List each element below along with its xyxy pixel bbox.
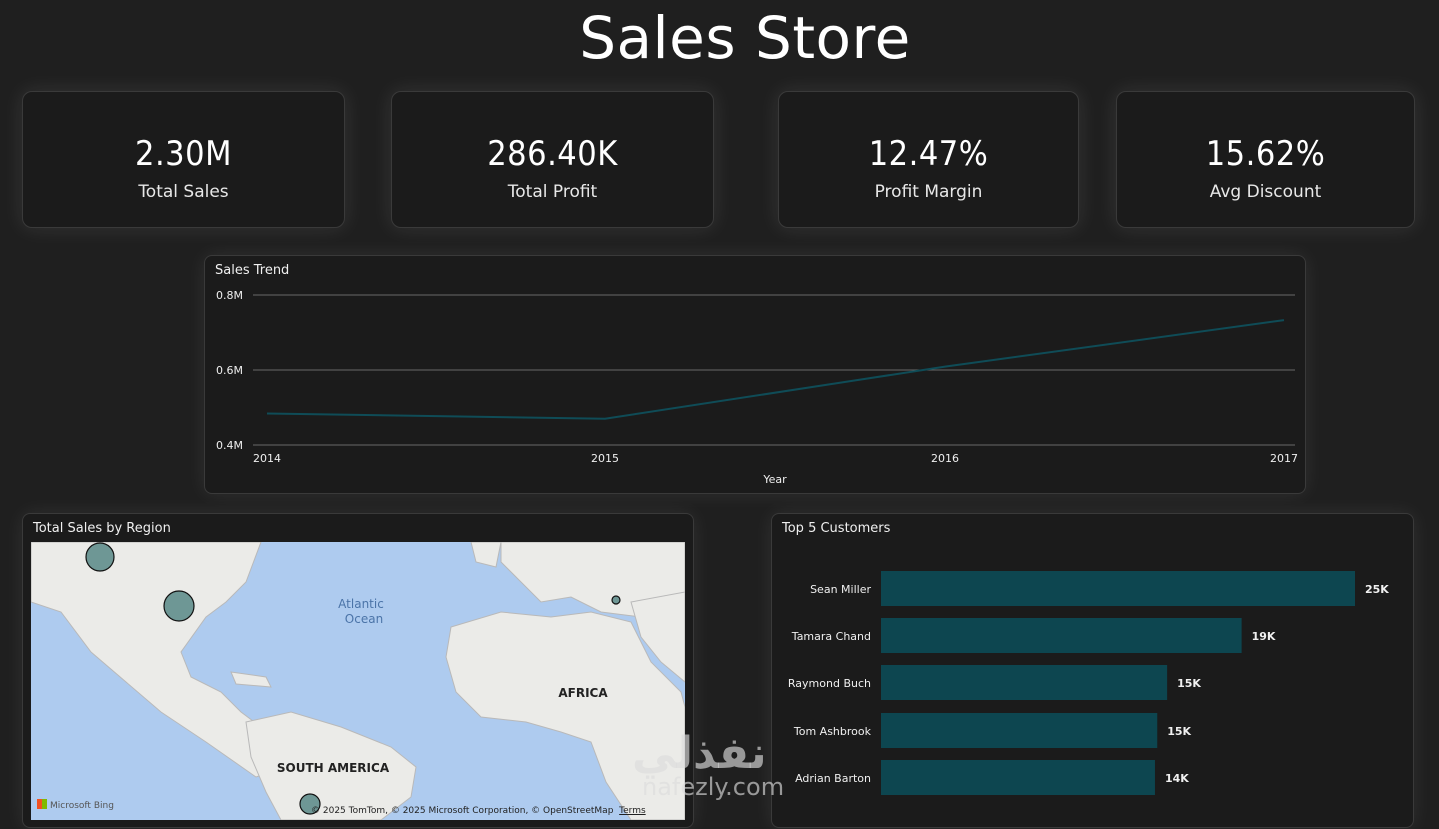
bar-category-label: Raymond Buch xyxy=(788,677,871,690)
sales-trend-title: Sales Trend xyxy=(215,263,290,278)
bar-data-label: 14K xyxy=(1165,772,1189,785)
map-attribution: © 2025 TomTom, © 2025 Microsoft Corporat… xyxy=(311,806,646,816)
x-tick-label: 2015 xyxy=(591,452,619,465)
top-customers-title: Top 5 Customers xyxy=(782,521,891,536)
bar-data-label: 15K xyxy=(1167,725,1191,738)
y-tick-label: 0.4M xyxy=(216,439,243,452)
customer-bar[interactable] xyxy=(881,760,1155,795)
map-label-south-america: SOUTH AMERICA xyxy=(277,761,390,775)
kpi-card-total-sales[interactable]: 2.30M Total Sales xyxy=(22,91,345,228)
map-terms-link[interactable]: Terms xyxy=(619,806,646,816)
watermark: نفذلي nafezly.com xyxy=(632,728,785,801)
kpi-value: 15.62% xyxy=(1205,134,1326,174)
map-land: Atlantic Ocean AFRICA SOUTH AMERICA xyxy=(31,542,685,820)
bar-data-label: 25K xyxy=(1365,583,1389,596)
x-tick-label: 2017 xyxy=(1270,452,1298,465)
kpi-value: 12.47% xyxy=(868,134,989,174)
region-map-title: Total Sales by Region xyxy=(33,521,171,536)
kpi-value: 286.40K xyxy=(487,134,618,174)
top-customers-chart[interactable]: Sean Miller 25K Tamara Chand 19K Raymond Buc… xyxy=(772,514,1413,827)
customer-bar[interactable] xyxy=(881,571,1355,606)
bar-category-label: Sean Miller xyxy=(810,583,871,596)
map-label-atlantic: Atlantic xyxy=(338,597,384,611)
x-axis-label: Year xyxy=(762,473,787,486)
kpi-label: Avg Discount xyxy=(1209,182,1322,202)
region-map-panel[interactable]: Total Sales by Region Atlantic Ocean AFR… xyxy=(22,513,694,828)
y-tick-label: 0.6M xyxy=(216,364,243,377)
sales-trend-chart[interactable]: 0.8M 0.6M 0.4M 2014 2015 2016 2017 Year xyxy=(205,256,1305,493)
map-label-ocean: Ocean xyxy=(345,612,383,626)
kpi-card-avg-discount[interactable]: 15.62% Avg Discount xyxy=(1116,91,1415,228)
region-map[interactable]: Atlantic Ocean AFRICA SOUTH AMERICA Micr… xyxy=(31,542,685,820)
kpi-value: 2.30M xyxy=(135,134,232,174)
x-tick-label: 2014 xyxy=(253,452,281,465)
bar-data-label: 19K xyxy=(1252,630,1276,643)
y-tick-label: 0.8M xyxy=(216,289,243,302)
top-customers-panel[interactable]: Top 5 Customers Sean Miller 25K Tamara Cha… xyxy=(771,513,1414,828)
kpi-card-total-profit[interactable]: 286.40K Total Profit xyxy=(391,91,714,228)
bar-category-label: Tamara Chand xyxy=(791,630,871,643)
bar-data-label: 15K xyxy=(1177,677,1201,690)
map-bubble-east[interactable] xyxy=(611,595,621,605)
kpi-label: Total Profit xyxy=(507,182,598,202)
kpi-label: Total Sales xyxy=(138,182,229,202)
customer-bar[interactable] xyxy=(881,618,1242,653)
map-bubble-west[interactable] xyxy=(85,542,115,572)
kpi-card-profit-margin[interactable]: 12.47% Profit Margin xyxy=(778,91,1079,228)
sales-trend-line[interactable] xyxy=(266,319,1285,420)
x-tick-label: 2016 xyxy=(931,452,959,465)
map-bubble-central[interactable] xyxy=(163,590,195,622)
kpi-label: Profit Margin xyxy=(874,182,983,202)
sales-trend-panel[interactable]: Sales Trend 0.8M 0.6M 0.4M 2014 2015 2016 2017… xyxy=(204,255,1306,494)
customer-bar[interactable] xyxy=(881,713,1158,748)
customer-bar[interactable] xyxy=(881,665,1168,700)
map-bubble-south[interactable] xyxy=(299,793,321,815)
page-title: Sales Store xyxy=(579,4,911,72)
map-label-africa: AFRICA xyxy=(558,686,608,700)
bar-category-label: Tom Ashbrook xyxy=(793,725,872,738)
bar-category-label: Adrian Barton xyxy=(795,772,871,785)
bing-logo: Microsoft Bing xyxy=(37,799,114,811)
